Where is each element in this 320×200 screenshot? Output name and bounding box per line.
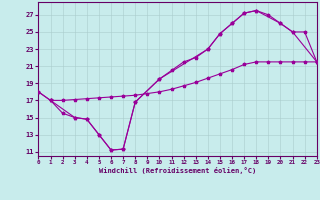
X-axis label: Windchill (Refroidissement éolien,°C): Windchill (Refroidissement éolien,°C) [99, 167, 256, 174]
